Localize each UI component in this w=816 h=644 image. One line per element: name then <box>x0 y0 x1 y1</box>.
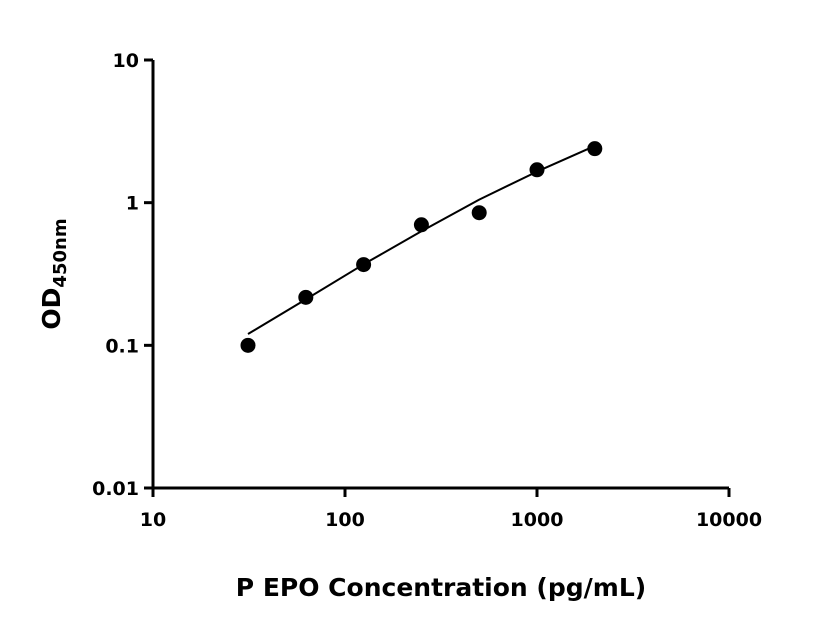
y-axis-label-sub: 450nm <box>50 218 71 287</box>
x-tick-label: 100 <box>325 509 365 531</box>
y-tick-label: 0.01 <box>92 478 139 500</box>
y-tick-label: 10 <box>113 50 139 72</box>
x-axis-label: P EPO Concentration (pg/mL) <box>236 573 646 602</box>
data-points <box>240 141 603 353</box>
x-tick-label: 1000 <box>511 509 564 531</box>
y-axis-label-main: OD <box>37 288 66 330</box>
axes <box>144 58 731 497</box>
x-tick-label: 10000 <box>696 509 762 531</box>
data-point <box>471 205 487 221</box>
data-point <box>529 162 545 178</box>
data-point <box>240 337 256 353</box>
data-point <box>587 141 603 157</box>
data-point <box>413 217 429 233</box>
y-axis-label: OD450nm <box>37 218 71 329</box>
y-tick-label: 0.1 <box>105 335 139 357</box>
x-tick-label: 10 <box>140 509 166 531</box>
tick-labels: 10 100 1000 10000 0.01 0.1 1 10 <box>92 50 762 531</box>
y-tick-label: 1 <box>126 193 139 215</box>
data-point <box>298 289 314 305</box>
data-point <box>356 257 372 273</box>
